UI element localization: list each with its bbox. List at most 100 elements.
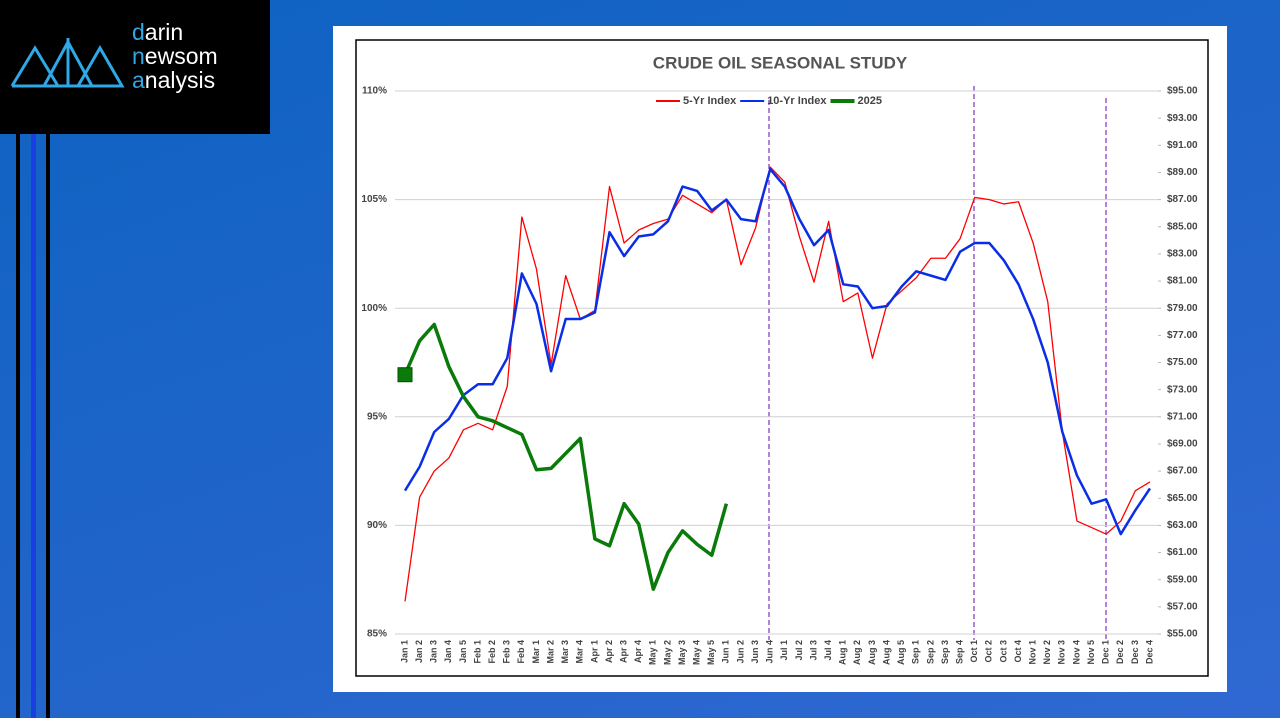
y2-tick-label: $75.00	[1167, 357, 1198, 368]
series-line	[403, 167, 1152, 536]
x-tick-label: Sep 4	[954, 640, 964, 664]
x-tick-label: Jan 3	[429, 640, 439, 663]
logo-words: darin newsom analysis	[132, 20, 218, 92]
x-tick-label: Dec 3	[1130, 640, 1140, 664]
y-tick-label: 85%	[367, 629, 387, 640]
x-tick-label: Sep 1	[911, 640, 921, 664]
x-tick-label: Apr 1	[589, 640, 599, 663]
x-tick-label: Nov 4	[1071, 640, 1081, 665]
x-tick-label: Aug 1	[838, 640, 848, 665]
x-tick-label: Nov 3	[1057, 640, 1067, 665]
x-tick-label: Jul 1	[779, 640, 789, 661]
logo-word: newsom	[132, 43, 218, 69]
x-tick-label: Jan 2	[414, 640, 424, 663]
x-tick-label: Apr 4	[633, 640, 643, 663]
x-tick-label: Sep 3	[940, 640, 950, 664]
x-tick-label: Nov 2	[1042, 640, 1052, 665]
x-tick-label: Jan 1	[399, 640, 409, 663]
legend-label: 10-Yr Index	[767, 95, 827, 107]
y2-tick-label: $85.00	[1167, 221, 1198, 232]
x-tick-label: Jan 4	[443, 640, 453, 663]
chart-title: CRUDE OIL SEASONAL STUDY	[653, 53, 908, 72]
x-tick-label: Oct 3	[998, 640, 1008, 663]
x-tick-label: Oct 1	[969, 640, 979, 663]
y2-tick-label: $89.00	[1167, 167, 1198, 178]
x-tick-label: Nov 5	[1086, 640, 1096, 665]
y2-tick-label: $83.00	[1167, 249, 1198, 260]
x-tick-label: Apr 3	[618, 640, 628, 663]
x-tick-label: May 2	[662, 640, 672, 665]
x-tick-label: Aug 5	[896, 640, 906, 665]
x-tick-label: Jun 2	[735, 640, 745, 664]
x-tick-label: Jun 4	[765, 640, 775, 664]
x-tick-label: Dec 1	[1101, 640, 1111, 664]
x-tick-label: May 3	[677, 640, 687, 665]
y2-tick-label: $73.00	[1167, 384, 1198, 395]
y2-tick-label: $87.00	[1167, 194, 1198, 205]
y2-tick-label: $91.00	[1167, 140, 1198, 151]
y2-tick-label: $57.00	[1167, 601, 1198, 612]
y2-tick-label: $95.00	[1167, 86, 1198, 97]
x-tick-label: Mar 4	[575, 640, 585, 664]
x-tick-label: Mar 2	[545, 640, 555, 664]
y2-tick-label: $81.00	[1167, 276, 1198, 287]
series-line	[404, 166, 1151, 602]
logo-mark	[10, 38, 125, 88]
x-tick-label: Jun 1	[721, 640, 731, 664]
logo-word: darin	[132, 19, 184, 45]
x-tick-label: Sep 2	[925, 640, 935, 664]
x-tick-label: Jan 5	[458, 640, 468, 663]
y2-tick-label: $65.00	[1167, 493, 1198, 504]
series-line	[403, 322, 729, 591]
y2-tick-label: $71.00	[1167, 411, 1198, 422]
x-tick-label: Feb 4	[516, 640, 526, 664]
x-tick-label: Jun 3	[750, 640, 760, 664]
y2-tick-label: $61.00	[1167, 547, 1198, 558]
y2-tick-label: $55.00	[1167, 629, 1198, 640]
y-tick-label: 110%	[362, 86, 387, 97]
y-tick-label: 105%	[361, 194, 387, 205]
stripe	[46, 134, 50, 718]
stripe	[31, 134, 36, 718]
markers	[768, 86, 1107, 640]
legend: 5-Yr Index 10-Yr Index 2025	[656, 95, 882, 107]
stripe	[16, 134, 20, 718]
x-tick-label: Feb 1	[472, 640, 482, 664]
legend-label: 2025	[858, 95, 882, 107]
y2-tick-label: $67.00	[1167, 466, 1198, 477]
y2-tick-label: $63.00	[1167, 520, 1198, 531]
logo-word: analysis	[132, 67, 216, 93]
x-tick-label: Nov 1	[1028, 640, 1038, 665]
x-tick-label: Dec 2	[1115, 640, 1125, 664]
legend-label: 5-Yr Index	[683, 95, 737, 107]
x-tick-label: Mar 3	[560, 640, 570, 664]
y2-tick-label: $59.00	[1167, 574, 1198, 585]
y-tick-label: 100%	[361, 303, 387, 314]
x-tick-label: Feb 3	[502, 640, 512, 664]
start-marker	[397, 367, 413, 383]
x-tick-label: Aug 4	[881, 640, 891, 665]
x-tick-label: Feb 2	[487, 640, 497, 664]
x-tick-label: Jul 4	[823, 640, 833, 661]
x-tick-label: Jul 2	[794, 640, 804, 661]
x-tick-label: Aug 3	[867, 640, 877, 665]
x-tick-label: Jul 3	[808, 640, 818, 661]
y2-tick-label: $79.00	[1167, 303, 1198, 314]
x-tick-label: Dec 4	[1144, 640, 1154, 664]
y2-tick-label: $69.00	[1167, 439, 1198, 450]
logo: darin newsom analysis	[0, 0, 270, 134]
x-tick-label: Aug 2	[852, 640, 862, 665]
y2-tick-label: $77.00	[1167, 330, 1198, 341]
y-tick-label: 95%	[367, 411, 387, 422]
x-tick-label: Oct 2	[984, 640, 994, 663]
x-tick-label: May 4	[692, 640, 702, 665]
x-tick-label: May 1	[648, 640, 658, 665]
plot-frame	[355, 39, 1209, 677]
chart-card	[333, 26, 1227, 692]
x-tick-label: Apr 2	[604, 640, 614, 663]
y-tick-label: 90%	[367, 520, 387, 531]
x-tick-label: Oct 4	[1013, 640, 1023, 663]
x-tick-label: May 5	[706, 640, 716, 665]
